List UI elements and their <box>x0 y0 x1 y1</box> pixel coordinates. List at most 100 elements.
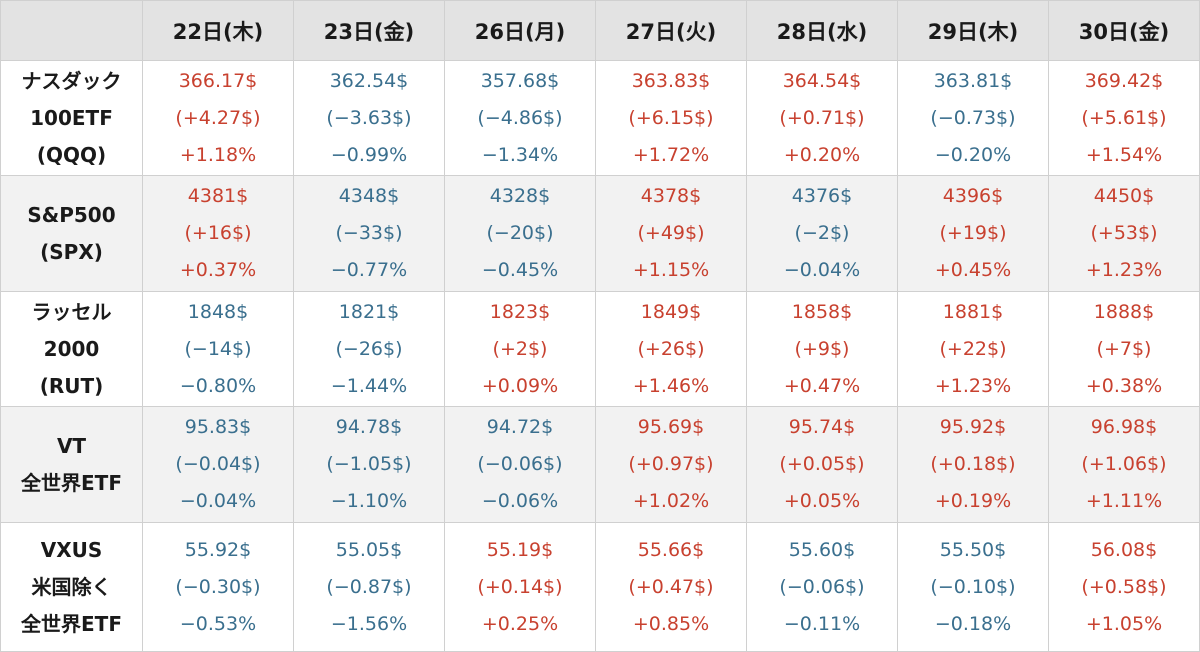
row-label-line: VXUS <box>40 537 103 562</box>
price-cell: 96.98$ (+1.06$) +1.11% <box>1048 406 1200 523</box>
price-value: 362.54$ <box>329 69 409 92</box>
price-value: 4348$ <box>338 185 400 207</box>
price-value: 1888$ <box>1093 300 1155 323</box>
price-change: (+22$) <box>939 337 1007 360</box>
percent-change: +0.19% <box>934 490 1012 512</box>
header-row: 22日(木) 23日(金) 26日(月) 27日(火) 28日(水) 29日(木… <box>0 0 1200 61</box>
price-change: (−0.06$) <box>779 575 865 598</box>
price-cell: 94.78$ (−1.05$) −1.10% <box>293 406 445 523</box>
date-header: 22日(木) <box>142 0 294 61</box>
price-change: (+0.71$) <box>779 106 865 129</box>
price-value: 1858$ <box>791 300 853 323</box>
price-cell: 1821$ (−26$) −1.44% <box>293 291 445 407</box>
percent-change: −0.04% <box>179 490 257 512</box>
price-value: 364.54$ <box>782 69 862 92</box>
price-change: (+0.14$) <box>477 575 563 598</box>
price-value: 95.74$ <box>788 416 856 438</box>
percent-change: +0.85% <box>632 612 710 635</box>
price-change: (+16$) <box>184 222 252 244</box>
percent-change: +0.25% <box>481 612 559 635</box>
price-change: (+2$) <box>492 337 548 360</box>
price-value: 55.05$ <box>335 538 403 561</box>
row-label-line: (SPX) <box>40 239 103 264</box>
price-change: (−33$) <box>335 222 403 244</box>
price-value: 1821$ <box>338 300 400 323</box>
percent-change: +0.09% <box>481 374 559 397</box>
price-value: 357.68$ <box>480 69 560 92</box>
price-cell: 357.68$ (−4.86$) −1.34% <box>444 60 596 176</box>
row-label-line: S&P500 <box>27 202 116 227</box>
percent-change: −1.10% <box>330 490 408 512</box>
percent-change: −0.11% <box>783 612 861 635</box>
price-value: 1881$ <box>942 300 1004 323</box>
row-label-line: ラッセル <box>31 299 112 324</box>
price-change: (−3.63$) <box>326 106 412 129</box>
price-change: (+5.61$) <box>1081 106 1167 129</box>
price-cell: 95.74$ (+0.05$) +0.05% <box>746 406 898 523</box>
percent-change: +1.23% <box>934 374 1012 397</box>
price-change: (−0.30$) <box>175 575 261 598</box>
price-cell: 95.83$ (−0.04$) −0.04% <box>142 406 294 523</box>
percent-change: +1.46% <box>632 374 710 397</box>
percent-change: −0.45% <box>481 259 559 281</box>
price-cell: 4381$ (+16$) +0.37% <box>142 175 294 292</box>
percent-change: −0.04% <box>783 259 861 281</box>
percent-change: +1.18% <box>179 143 257 166</box>
date-header: 28日(水) <box>746 0 898 61</box>
price-change: (−26$) <box>335 337 403 360</box>
row-label-line: (QQQ) <box>36 142 107 167</box>
row-label-line: 全世界ETF <box>21 470 122 495</box>
percent-change: −0.06% <box>481 490 559 512</box>
table-row: ラッセル 2000 (RUT) 1848$ (−14$) −0.80% 1821$ (−26$… <box>0 291 1200 407</box>
price-value: 55.66$ <box>637 538 705 561</box>
price-cell: 55.66$ (+0.47$) +0.85% <box>595 522 747 652</box>
price-cell: 56.08$ (+0.58$) +1.05% <box>1048 522 1200 652</box>
price-change: (+0.58$) <box>1081 575 1167 598</box>
price-value: 1849$ <box>640 300 702 323</box>
row-label-line: 全世界ETF <box>21 611 122 636</box>
price-change: (−0.73$) <box>930 106 1016 129</box>
price-change: (+53$) <box>1090 222 1158 244</box>
price-cell: 1888$ (+7$) +0.38% <box>1048 291 1200 407</box>
row-label-line: ナスダック <box>21 68 122 93</box>
price-value: 4376$ <box>791 185 853 207</box>
price-change: (+1.06$) <box>1081 453 1167 475</box>
price-cell: 363.83$ (+6.15$) +1.72% <box>595 60 747 176</box>
price-value: 94.78$ <box>335 416 403 438</box>
price-value: 4450$ <box>1093 185 1155 207</box>
price-change: (+9$) <box>794 337 850 360</box>
price-change: (+0.18$) <box>930 453 1016 475</box>
row-label-line: (RUT) <box>39 373 104 398</box>
price-change: (+0.47$) <box>628 575 714 598</box>
price-cell: 1848$ (−14$) −0.80% <box>142 291 294 407</box>
price-value: 95.83$ <box>184 416 252 438</box>
price-cell: 95.69$ (+0.97$) +1.02% <box>595 406 747 523</box>
date-header: 29日(木) <box>897 0 1049 61</box>
price-value: 4378$ <box>640 185 702 207</box>
price-cell: 55.92$ (−0.30$) −0.53% <box>142 522 294 652</box>
percent-change: +0.05% <box>783 490 861 512</box>
date-header: 30日(金) <box>1048 0 1200 61</box>
price-change: (−0.04$) <box>175 453 261 475</box>
price-cell: 4396$ (+19$) +0.45% <box>897 175 1049 292</box>
price-value: 4381$ <box>187 185 249 207</box>
percent-change: −0.20% <box>934 143 1012 166</box>
price-cell: 55.05$ (−0.87$) −1.56% <box>293 522 445 652</box>
price-change: (−4.86$) <box>477 106 563 129</box>
row-label-line: 2000 <box>43 336 100 361</box>
percent-change: +1.02% <box>632 490 710 512</box>
price-change: (+26$) <box>637 337 705 360</box>
price-value: 56.08$ <box>1090 538 1158 561</box>
percent-change: +1.11% <box>1085 490 1163 512</box>
price-cell: 4348$ (−33$) −0.77% <box>293 175 445 292</box>
price-value: 363.81$ <box>933 69 1013 92</box>
row-label-line: VT <box>56 433 87 458</box>
price-cell: 4450$ (+53$) +1.23% <box>1048 175 1200 292</box>
table-row: ナスダック 100ETF (QQQ) 366.17$ (+4.27$) +1.18% 362… <box>0 60 1200 176</box>
price-cell: 94.72$ (−0.06$) −0.06% <box>444 406 596 523</box>
price-value: 55.19$ <box>486 538 554 561</box>
price-change: (+6.15$) <box>628 106 714 129</box>
table-row: VT 全世界ETF 95.83$ (−0.04$) −0.04% 94.78$ (−1.05… <box>0 406 1200 523</box>
date-header: 26日(月) <box>444 0 596 61</box>
date-header: 27日(火) <box>595 0 747 61</box>
